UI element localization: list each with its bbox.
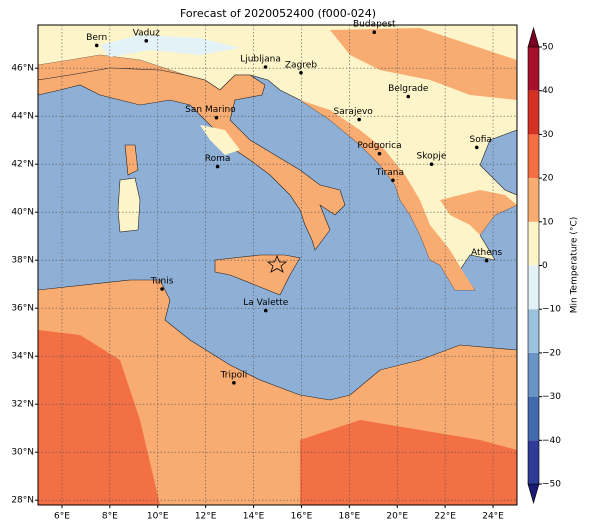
- x-tick-label: 24°E: [482, 512, 504, 522]
- colorbar-tick-label: −40: [542, 436, 561, 446]
- city-dot: [484, 258, 489, 263]
- city-dot: [391, 178, 395, 183]
- y-tick-label: 44°N: [11, 112, 34, 122]
- y-tick-label: 40°N: [11, 208, 34, 218]
- city-dot: [160, 287, 164, 291]
- colorbar-tick-label: 50: [542, 43, 554, 53]
- sardinia: [117, 177, 141, 233]
- x-tick-label: 16°E: [291, 512, 313, 522]
- city-dot: [215, 164, 220, 169]
- city-label: Budapest: [353, 20, 396, 30]
- colorbar-tick-label: 20: [542, 174, 554, 184]
- land-warm: [440, 190, 517, 235]
- land-cool: [200, 125, 240, 155]
- city-label: Skopje: [417, 152, 447, 162]
- italy: [37, 67, 346, 251]
- city-label: Podgorica: [357, 141, 401, 151]
- city-dot: [263, 65, 268, 69]
- corsica: [124, 144, 139, 176]
- y-tick-label: 46°N: [11, 64, 34, 74]
- y-tick-label: 42°N: [11, 160, 34, 170]
- y-tick-label: 38°N: [11, 256, 34, 266]
- colorbar-band: [528, 47, 539, 91]
- x-tick-label: 22°E: [434, 512, 456, 522]
- city-label: Vaduz: [133, 28, 160, 38]
- colorbar-tick-label: −30: [542, 392, 561, 402]
- city-label: Zagreb: [285, 60, 317, 70]
- city-label: San Marino: [185, 105, 236, 115]
- colorbar-label: Min Temperature (°C): [570, 217, 580, 314]
- city-label: Bern: [86, 33, 107, 43]
- x-tick-label: 20°E: [386, 512, 408, 522]
- colorbar-band: [528, 396, 539, 441]
- city-dot: [94, 43, 99, 48]
- x-tick-label: 12°E: [195, 512, 217, 522]
- city-dot: [144, 39, 149, 43]
- city-dot: [406, 94, 411, 99]
- city-dot: [372, 30, 377, 34]
- colorbar-band: [528, 352, 539, 397]
- colorbar-tick-label: 10: [542, 217, 554, 227]
- city-label: Athens: [471, 248, 502, 258]
- y-tick-label: 34°N: [11, 352, 34, 362]
- colorbar-tick-label: 40: [542, 86, 554, 96]
- land-warm: [330, 28, 517, 100]
- city-dot: [299, 70, 303, 75]
- frame: [37, 24, 518, 506]
- city-label: Sofia: [470, 135, 492, 145]
- city-dot: [474, 145, 479, 150]
- colorbar-band: [528, 90, 539, 135]
- city-label: Tripoli: [220, 370, 248, 380]
- x-tick-label: 18°E: [339, 512, 361, 522]
- colorbar-tick-label: −50: [542, 480, 561, 490]
- city-label: Belgrade: [388, 84, 429, 94]
- city-dot: [232, 381, 236, 385]
- city-dot: [429, 162, 434, 166]
- star: [266, 254, 288, 273]
- city-dot: [357, 117, 361, 122]
- map: [37, 24, 518, 506]
- city-dot: [263, 308, 268, 313]
- land-warm: [38, 55, 220, 90]
- colorbar-band: [528, 134, 539, 179]
- y-tick-label: 28°N: [11, 496, 34, 506]
- colorbar-tick-label: −10: [542, 305, 561, 315]
- colorbar-tick-label: 0: [542, 261, 548, 271]
- colorbar-band: [528, 221, 539, 266]
- city-label: Tunis: [150, 277, 174, 287]
- city-label: La Valette: [243, 298, 288, 308]
- x-tick-label: 8°E: [102, 512, 118, 522]
- land-warm: [300, 100, 475, 290]
- land-hot: [300, 420, 517, 505]
- city-label: Sarajevo: [334, 107, 374, 117]
- colorbar-extend-low: [527, 483, 540, 505]
- city-dot: [377, 151, 382, 156]
- city-dot: [214, 115, 219, 120]
- colorbar-tick-label: 30: [542, 130, 554, 140]
- city-label: Tirana: [375, 168, 404, 178]
- x-tick-label: 10°E: [147, 512, 169, 522]
- y-tick-label: 32°N: [11, 400, 34, 410]
- x-tick-label: 14°E: [243, 512, 265, 522]
- colorbar-extend-high: [527, 26, 540, 48]
- y-tick-label: 30°N: [11, 448, 34, 458]
- city-label: Ljubljana: [240, 55, 281, 65]
- land-hot: [38, 330, 160, 505]
- y-tick-label: 36°N: [11, 304, 34, 314]
- colorbar-band: [528, 178, 539, 222]
- x-tick-label: 6°E: [54, 512, 70, 522]
- land-cold: [100, 35, 240, 57]
- city-label: Roma: [205, 154, 231, 164]
- colorbar-band: [528, 440, 539, 484]
- colorbar-tick-label: −20: [542, 348, 561, 358]
- colorbar-band: [528, 265, 539, 310]
- colorbar-band: [528, 309, 539, 353]
- title: Forecast of 2020052400 (f000-024): [180, 7, 376, 20]
